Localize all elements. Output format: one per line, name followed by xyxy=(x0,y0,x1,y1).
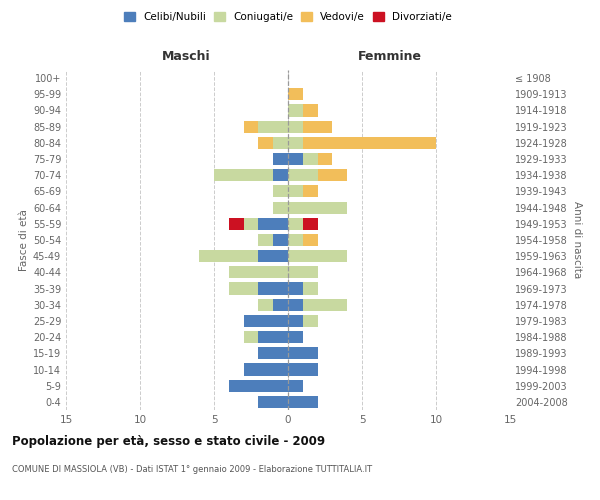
Bar xyxy=(259,120,288,132)
Bar xyxy=(229,282,259,294)
Bar xyxy=(303,315,317,327)
Bar xyxy=(288,364,317,376)
Bar xyxy=(288,348,317,360)
Bar xyxy=(317,169,347,181)
Bar xyxy=(199,250,259,262)
Bar xyxy=(273,202,288,213)
Bar xyxy=(288,169,317,181)
Bar xyxy=(303,298,347,311)
Bar xyxy=(273,298,288,311)
Bar xyxy=(303,137,436,149)
Bar xyxy=(273,169,288,181)
Bar xyxy=(288,218,303,230)
Bar xyxy=(317,153,332,165)
Bar xyxy=(288,202,347,213)
Bar xyxy=(288,88,303,101)
Bar xyxy=(303,234,317,246)
Bar xyxy=(229,380,288,392)
Bar xyxy=(303,186,317,198)
Bar xyxy=(259,234,273,246)
Bar xyxy=(214,169,273,181)
Bar xyxy=(229,266,288,278)
Bar xyxy=(273,137,288,149)
Bar xyxy=(288,282,303,294)
Bar xyxy=(288,137,303,149)
Bar xyxy=(303,120,332,132)
Y-axis label: Anni di nascita: Anni di nascita xyxy=(572,202,582,278)
Bar xyxy=(288,250,347,262)
Bar xyxy=(273,153,288,165)
Bar xyxy=(288,266,317,278)
Bar xyxy=(288,120,303,132)
Bar xyxy=(303,104,317,117)
Bar xyxy=(244,218,259,230)
Bar xyxy=(288,315,303,327)
Bar xyxy=(303,218,317,230)
Bar xyxy=(244,331,259,343)
Bar xyxy=(259,137,273,149)
Text: Femmine: Femmine xyxy=(358,50,422,63)
Bar xyxy=(288,153,303,165)
Bar xyxy=(273,234,288,246)
Bar xyxy=(244,315,288,327)
Legend: Celibi/Nubili, Coniugati/e, Vedovi/e, Divorziati/e: Celibi/Nubili, Coniugati/e, Vedovi/e, Di… xyxy=(122,10,454,24)
Bar xyxy=(288,186,303,198)
Bar xyxy=(259,218,288,230)
Bar xyxy=(273,186,288,198)
Bar xyxy=(259,331,288,343)
Bar xyxy=(259,282,288,294)
Bar xyxy=(303,282,317,294)
Bar xyxy=(259,250,288,262)
Bar xyxy=(303,153,317,165)
Bar xyxy=(288,298,303,311)
Bar xyxy=(288,331,303,343)
Y-axis label: Fasce di età: Fasce di età xyxy=(19,209,29,271)
Bar xyxy=(259,396,288,408)
Bar xyxy=(244,120,259,132)
Bar xyxy=(259,298,273,311)
Bar xyxy=(244,364,288,376)
Text: Maschi: Maschi xyxy=(161,50,210,63)
Text: COMUNE DI MASSIOLA (VB) - Dati ISTAT 1° gennaio 2009 - Elaborazione TUTTITALIA.I: COMUNE DI MASSIOLA (VB) - Dati ISTAT 1° … xyxy=(12,465,372,474)
Bar xyxy=(259,348,288,360)
Bar xyxy=(288,380,303,392)
Bar xyxy=(288,396,317,408)
Bar xyxy=(288,234,303,246)
Bar xyxy=(288,104,303,117)
Bar xyxy=(229,218,244,230)
Text: Popolazione per età, sesso e stato civile - 2009: Popolazione per età, sesso e stato civil… xyxy=(12,435,325,448)
